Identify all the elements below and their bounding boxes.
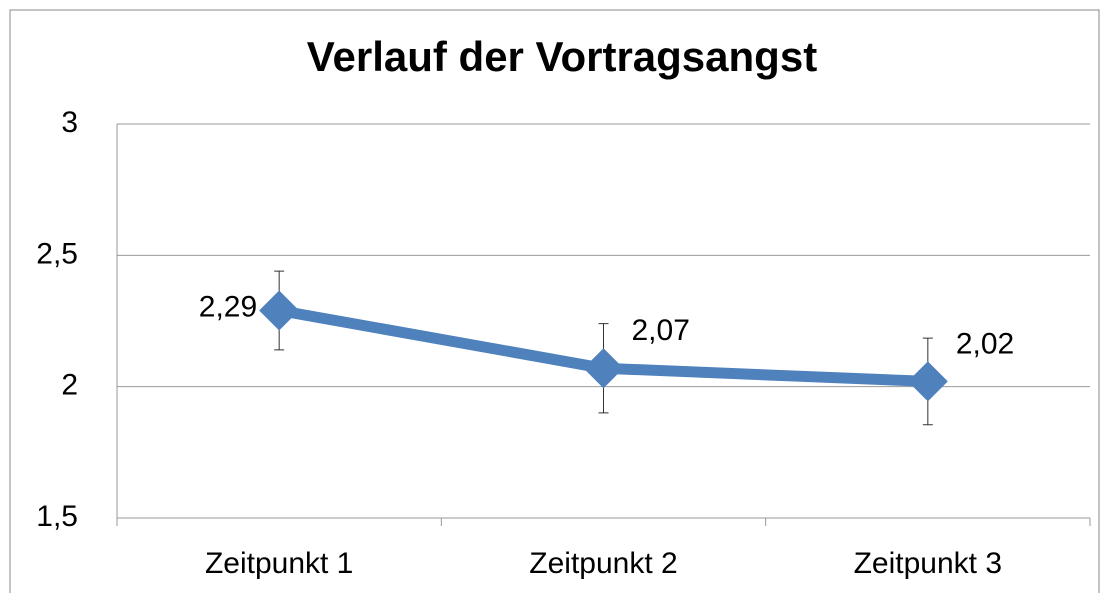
y-tick-label: 3 [61,106,78,139]
y-tick-label: 2,5 [36,237,78,270]
data-label: 2,07 [632,314,690,347]
chart-title: Verlauf der Vortragsangst [307,33,817,80]
data-label: 2,29 [199,290,257,323]
x-tick-label: Zeitpunkt 1 [205,547,353,580]
marker [259,290,300,331]
y-tick-label: 1,5 [36,500,78,533]
marker [583,348,624,389]
data-label: 2,02 [956,327,1014,360]
marker [907,361,948,402]
y-tick-label: 2 [61,369,78,402]
chart-frame [9,9,1100,593]
x-tick-label: Zeitpunkt 2 [529,547,677,580]
x-tick-label: Zeitpunkt 3 [854,547,1002,580]
